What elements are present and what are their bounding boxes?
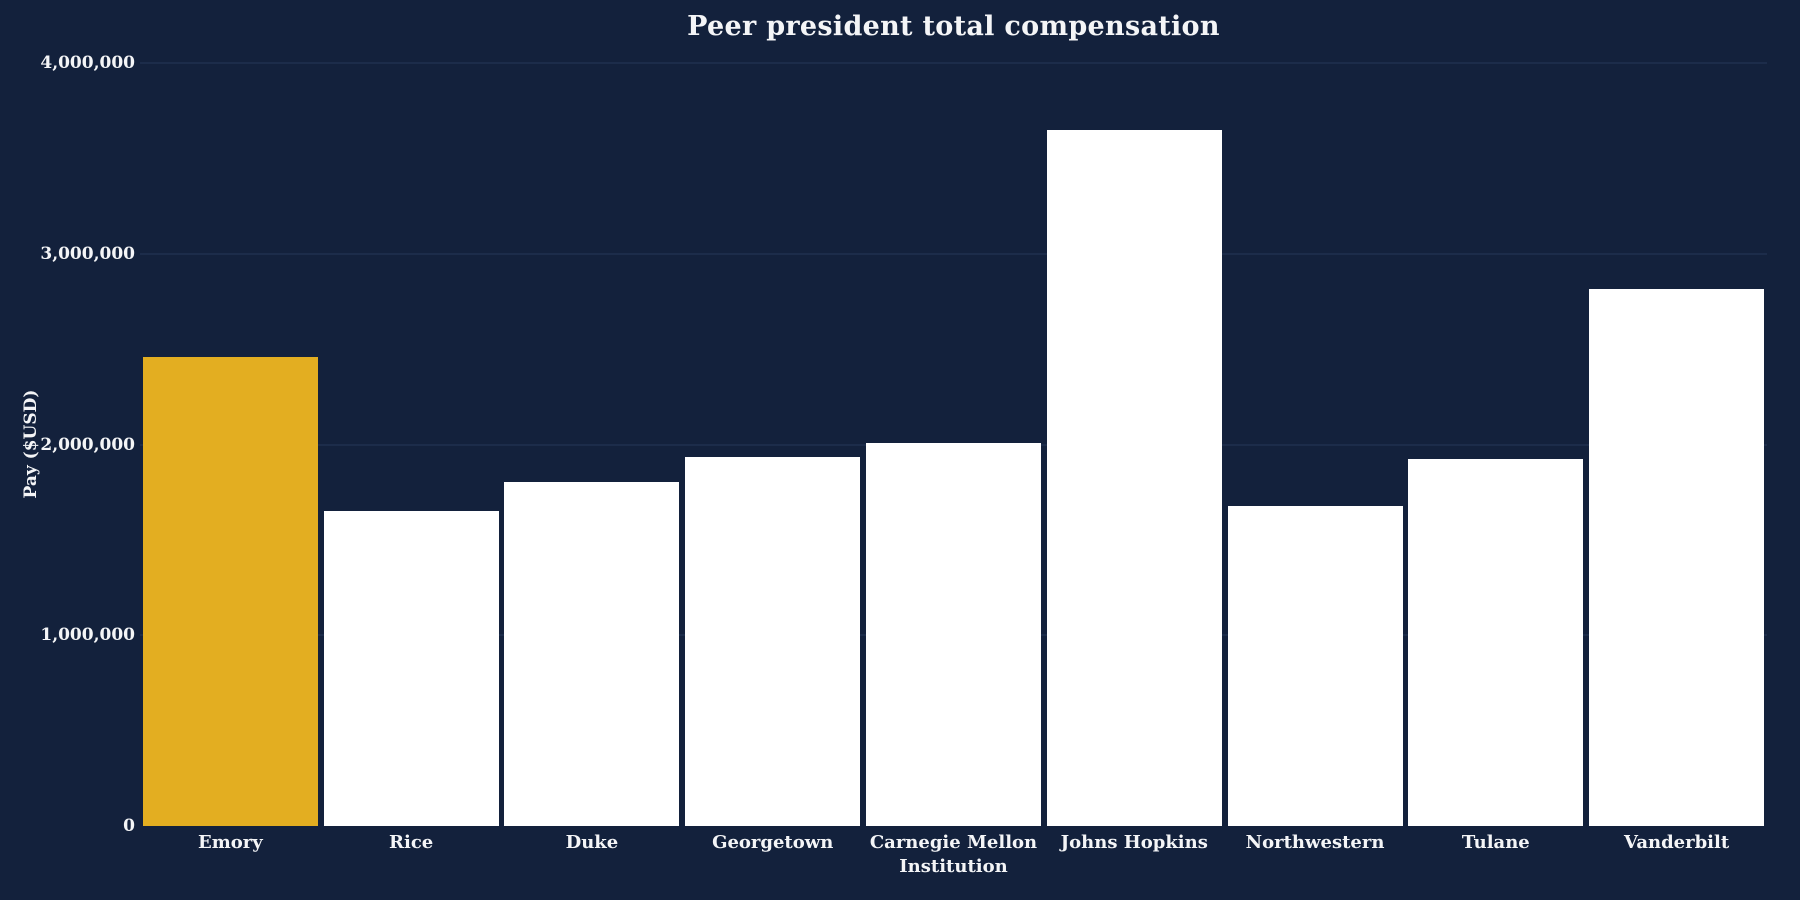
ytick-label-4-000-000: 4,000,000: [40, 53, 135, 73]
xtick-label-georgetown: Georgetown: [712, 832, 834, 853]
x-axis-title: Institution: [899, 856, 1008, 877]
bar-carnegie-mellon: [866, 442, 1041, 826]
xtick-label-duke: Duke: [565, 832, 619, 853]
bar-georgetown: [685, 456, 861, 826]
xtick-label-northwestern: Northwestern: [1245, 832, 1385, 853]
plot-area: [140, 62, 1767, 826]
bar-vanderbilt: [1589, 289, 1765, 826]
ytick-label-3-000-000: 3,000,000: [40, 243, 135, 264]
bar-northwestern: [1227, 505, 1403, 826]
ytick-label-0: 0: [123, 816, 135, 836]
chart-title: Peer president total compensation: [687, 11, 1220, 42]
ytick-label-2-000-000: 2,000,000: [40, 434, 135, 455]
xtick-label-emory: Emory: [198, 832, 263, 853]
gridline-3-000-000: [140, 252, 1767, 255]
bar-emory: [142, 356, 318, 826]
xtick-label-rice: Rice: [389, 832, 434, 853]
bar-rice: [323, 511, 499, 826]
ytick-label-1-000-000: 1,000,000: [40, 625, 135, 646]
gridline-4-000-000: [140, 62, 1767, 64]
bar-tulane: [1408, 458, 1584, 826]
xtick-label-johns-hopkins: Johns Hopkins: [1060, 832, 1208, 853]
bar-johns-hopkins: [1046, 129, 1222, 826]
xtick-label-carnegie-mellon: Carnegie Mellon: [869, 832, 1038, 853]
bar-duke: [504, 481, 680, 826]
xtick-label-tulane: Tulane: [1461, 832, 1530, 853]
xtick-label-vanderbilt: Vanderbilt: [1624, 832, 1730, 853]
